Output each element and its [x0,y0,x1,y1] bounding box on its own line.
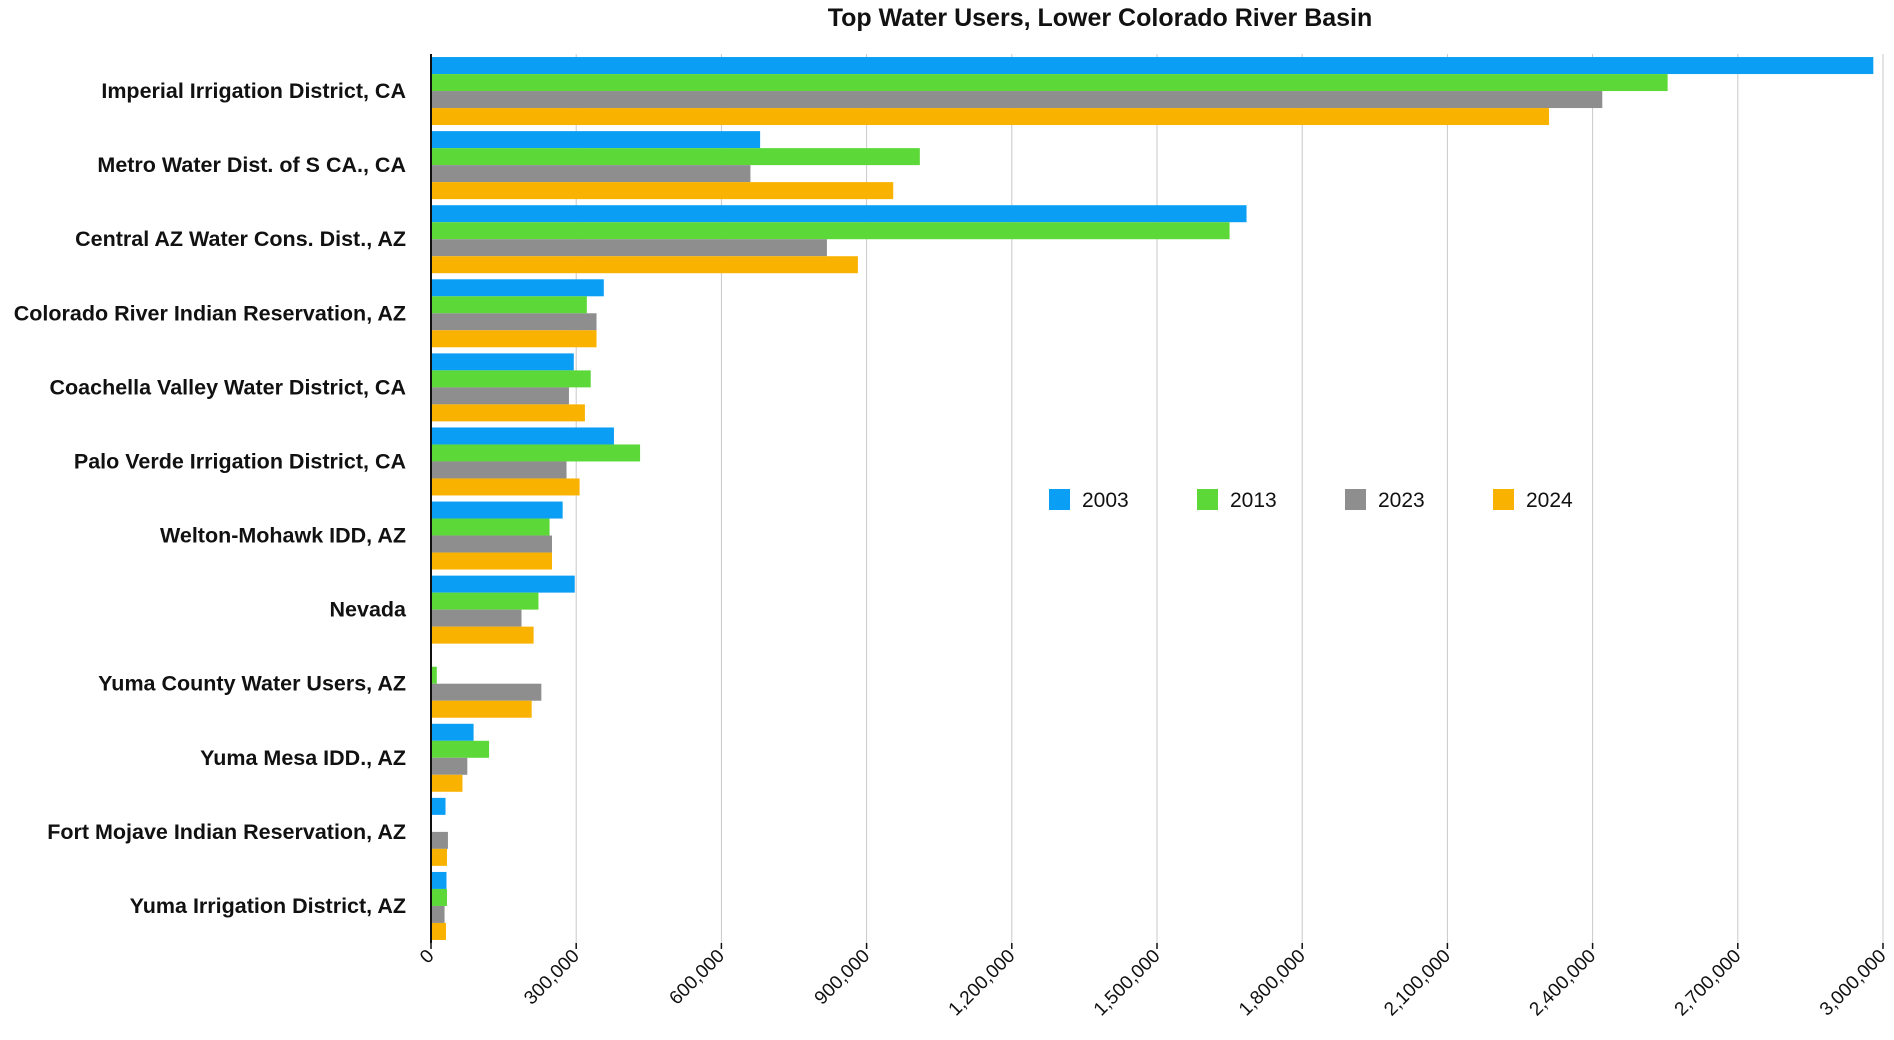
x-tick-label: 900,000 [811,946,874,1009]
bar-2023 [431,757,468,775]
chart-title: Top Water Users, Lower Colorado River Ba… [828,4,1373,32]
bar-2024 [431,552,552,570]
x-tick-label: 1,500,000 [1090,946,1165,1021]
bar-2024 [431,256,858,274]
legend-label-2003: 2003 [1082,489,1129,512]
bar-2003 [431,575,575,593]
bar-2023 [431,313,597,331]
bar-2003 [431,797,446,815]
bar-2013 [431,222,1230,240]
bar-2024 [431,848,447,866]
bar-2003 [431,205,1247,223]
bar-2003 [431,723,474,741]
bar-2023 [431,609,522,627]
x-tick-label: 1,200,000 [945,946,1020,1021]
bar-2024 [431,774,463,792]
bar-2013 [431,444,641,462]
bar-2024 [431,108,1550,126]
x-tick-label: 2,700,000 [1671,946,1746,1021]
bar-2023 [431,239,827,257]
legend-swatch-2003 [1049,489,1070,510]
bar-2013 [431,148,920,166]
bar-2013 [431,666,437,684]
bar-2024 [431,922,447,940]
bar-2003 [431,353,574,371]
x-tick-label: 600,000 [666,946,729,1009]
bar-2013 [431,370,591,388]
bar-2024 [431,182,894,200]
category-label: Colorado River Indian Reservation, AZ [14,301,406,325]
category-label: Nevada [330,598,408,622]
grid-lines [430,54,1884,949]
bar-2023 [431,387,569,405]
bar-2003 [431,427,614,445]
legend-swatch-2013 [1197,489,1218,510]
x-tick-label: 1,800,000 [1235,946,1310,1021]
bar-2003 [431,57,1874,75]
x-tick-label: 2,100,000 [1380,946,1455,1021]
category-label: Welton-Mohawk IDD, AZ [160,524,406,548]
bar-2024 [431,404,585,422]
bar-2024 [431,330,597,348]
bar-2024 [431,478,580,496]
category-label: Yuma Mesa IDD., AZ [200,746,406,770]
category-label: Metro Water Dist. of S CA., CA [97,153,406,177]
category-labels: Imperial Irrigation District, CA Metro Wa… [14,79,407,918]
legend-label-2023: 2023 [1378,489,1425,512]
bar-2003 [431,501,563,519]
bar-2013 [431,518,550,536]
legend-swatch-2024 [1493,489,1514,510]
bar-2013 [431,592,539,610]
bar-2023 [431,165,751,183]
category-label: Palo Verde Irrigation District, CA [74,449,406,473]
bar-2003 [431,279,604,297]
bar-2013 [431,888,447,906]
category-label: Coachella Valley Water District, CA [50,375,406,399]
bar-2023 [431,905,445,923]
x-tick-label: 0 [416,946,438,968]
legend-swatch-2023 [1345,489,1366,510]
legend: 2003 2013 2023 2024 [1049,489,1573,512]
bar-2013 [431,296,587,314]
category-label: Fort Mojave Indian Reservation, AZ [47,820,406,844]
bar-2013 [431,740,490,758]
x-tick-label: 2,400,000 [1526,946,1601,1021]
bar-2003 [431,131,761,149]
category-label: Yuma Irrigation District, AZ [130,894,406,918]
x-tick-labels: 0 300,000 600,000 900,000 1,200,000 1,500,000… [416,946,1890,1021]
x-tick-label: 300,000 [520,946,583,1009]
bar-2023 [431,535,552,553]
bar-2013 [431,74,1668,92]
category-label: Central AZ Water Cons. Dist., AZ [75,227,406,251]
bar-2024 [431,700,532,718]
bar-2023 [431,683,542,701]
x-tick-label: 3,000,000 [1816,946,1891,1021]
bars [431,57,1874,940]
bar-2023 [431,461,567,479]
bar-2023 [431,831,448,849]
bar-2024 [431,626,534,644]
bar-2003 [431,871,447,889]
category-label: Imperial Irrigation District, CA [101,79,406,103]
legend-label-2013: 2013 [1230,489,1277,512]
legend-label-2024: 2024 [1526,489,1573,512]
bar-2023 [431,91,1603,109]
category-label: Yuma County Water Users, AZ [98,672,406,696]
